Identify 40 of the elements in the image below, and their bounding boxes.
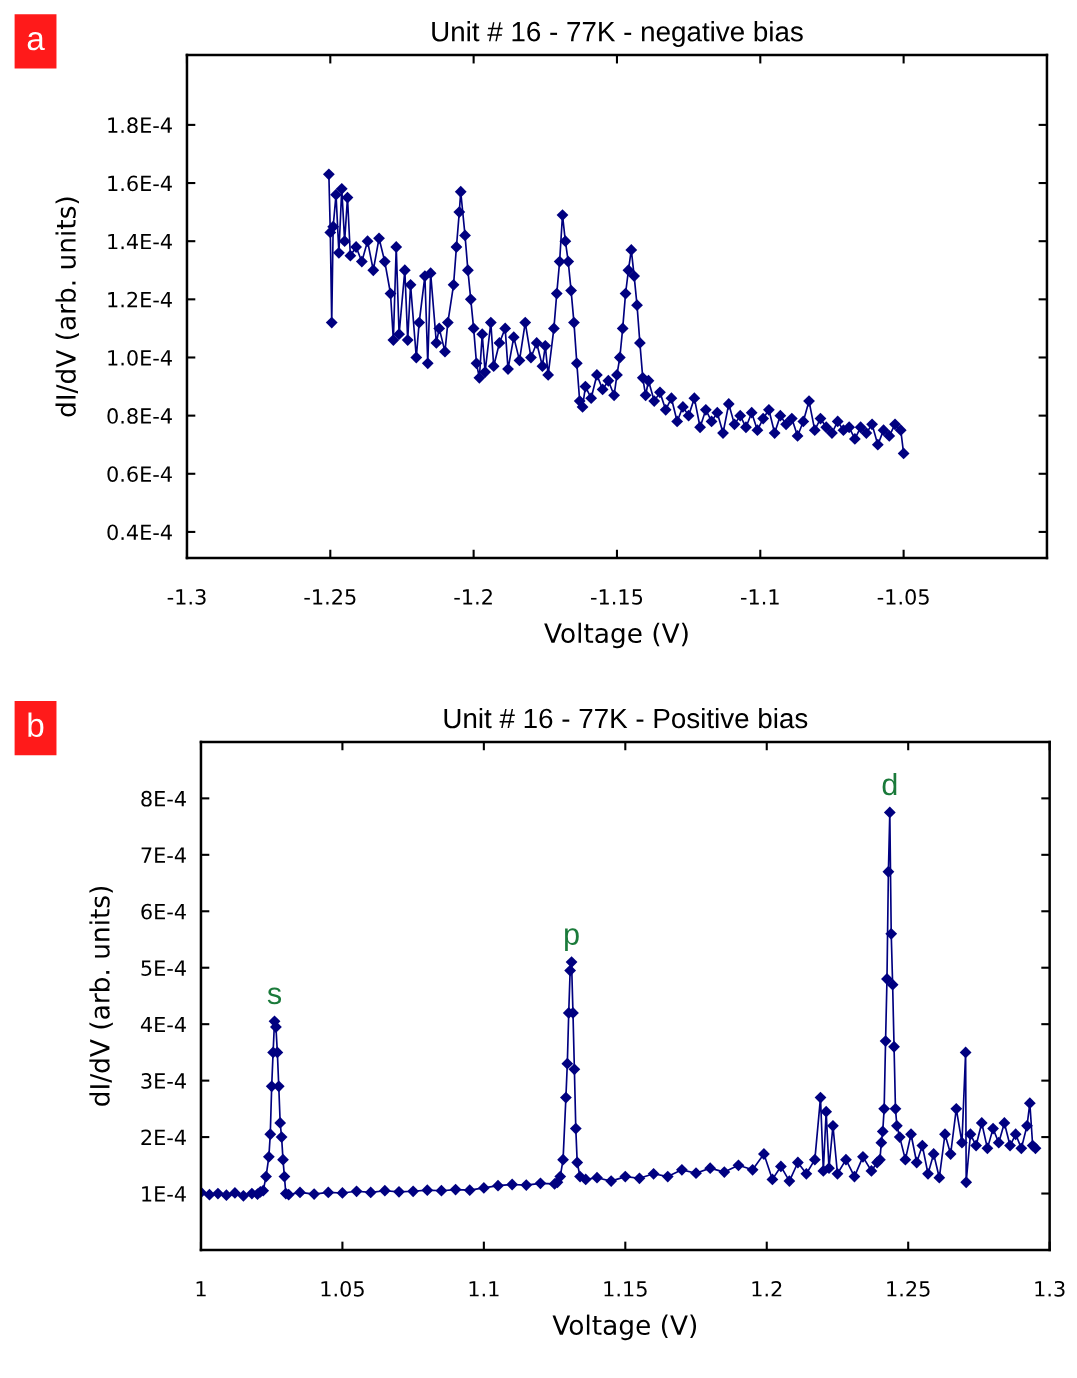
y-tick-label: 8E-4 bbox=[141, 790, 186, 807]
x-tick-label: -1.2 bbox=[454, 589, 492, 605]
x-tick-label: 1.25 bbox=[887, 1280, 930, 1297]
y-tick-label: 4E-4 bbox=[140, 1016, 186, 1033]
y-tick-label: 0.8E-4 bbox=[107, 408, 172, 424]
annotation: s bbox=[267, 987, 282, 1005]
annotation: d bbox=[882, 772, 897, 796]
x-tick-label: -1.25 bbox=[304, 589, 356, 605]
x-tick-label: 1 bbox=[196, 1281, 206, 1297]
y-tick-label: 1E-4 bbox=[142, 1186, 186, 1202]
y-tick-label: 5E-4 bbox=[141, 960, 186, 976]
x-tick-label: -1.3 bbox=[167, 589, 206, 605]
x-tick-label: 1.15 bbox=[604, 1281, 647, 1297]
y-axis-title: dI/dV (arb. units) bbox=[89, 886, 113, 1106]
y-tick-label: 1.2E-4 bbox=[108, 291, 172, 308]
y-tick-label: 1.4E-4 bbox=[108, 233, 172, 250]
text: a bbox=[27, 32, 45, 51]
y-tick-label: 1.8E-4 bbox=[108, 117, 172, 134]
chart-title: Unit # 16 - 77K - Positive bias bbox=[444, 707, 808, 729]
y-tick-label: 0.4E-4 bbox=[107, 524, 172, 541]
y-tick-label: 1.6E-4 bbox=[108, 175, 172, 192]
x-axis-title: Voltage (V) bbox=[544, 622, 688, 649]
x-axis-title: Voltage (V) bbox=[552, 1314, 697, 1341]
y-tick-label: 3E-4 bbox=[141, 1073, 186, 1089]
x-tick-label: -1.05 bbox=[877, 589, 929, 605]
y-tick-label: 2E-4 bbox=[141, 1129, 186, 1145]
x-tick-label: 1.3 bbox=[1035, 1280, 1065, 1297]
x-tick-label: 1.05 bbox=[321, 1280, 364, 1297]
chart-title: Unit # 16 - 77K - negative bias bbox=[432, 21, 803, 47]
x-tick-label: 1.2 bbox=[752, 1280, 782, 1297]
x-tick-label: 1.1 bbox=[469, 1281, 499, 1297]
y-tick-label: 1.0E-4 bbox=[108, 349, 172, 366]
y-tick-label: 0.6E-4 bbox=[107, 466, 172, 482]
text: b bbox=[28, 712, 44, 738]
x-tick-label: -1.1 bbox=[740, 589, 779, 605]
y-tick-label: 6E-4 bbox=[141, 903, 186, 920]
x-tick-label: -1.15 bbox=[591, 589, 643, 605]
y-axis-title: dI/dV (arb. units) bbox=[55, 197, 79, 417]
y-tick-label: 7E-4 bbox=[141, 847, 186, 863]
annotation: p bbox=[565, 928, 579, 951]
